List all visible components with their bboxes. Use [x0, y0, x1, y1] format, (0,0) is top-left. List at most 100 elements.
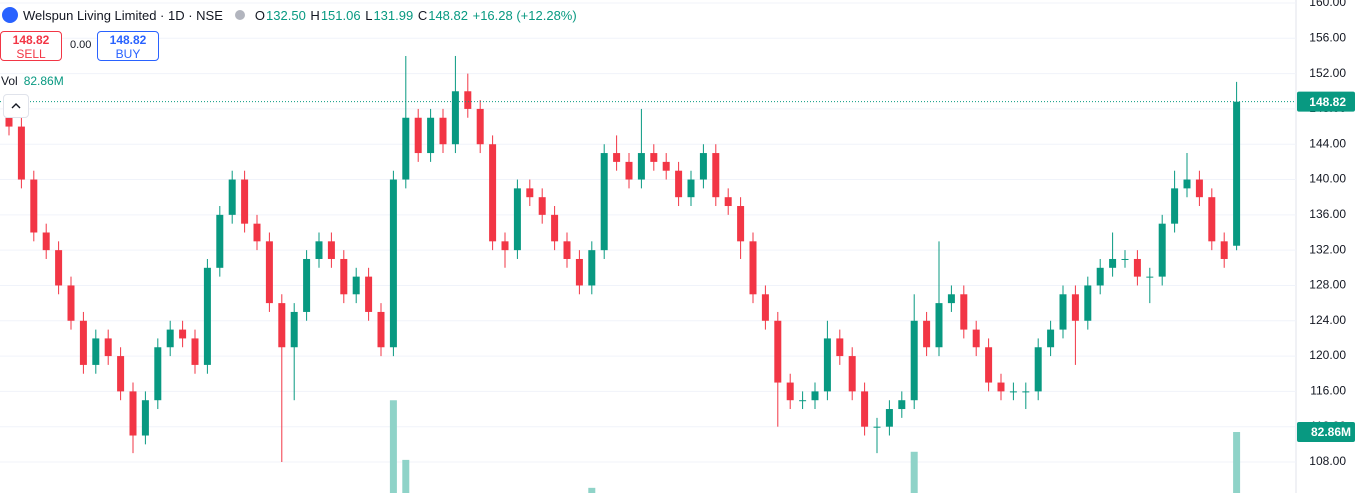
candle-body — [253, 223, 261, 242]
ohlc-label: L — [365, 7, 373, 23]
candle-body — [600, 153, 608, 251]
candle-body — [1146, 276, 1154, 278]
candle-body — [1133, 258, 1141, 277]
candle-body — [501, 241, 509, 251]
candle-body — [365, 276, 373, 312]
candle-body — [749, 241, 757, 295]
volume-value: 82.86M — [23, 74, 64, 88]
candle-body — [154, 347, 162, 401]
candle-body — [315, 241, 323, 259]
candle-body — [935, 303, 943, 348]
candle-body — [1171, 188, 1179, 224]
symbol-logo — [2, 7, 18, 23]
candle-body — [1022, 391, 1030, 393]
ohlc-value: 132.50 — [266, 7, 306, 23]
ohlc-value: 131.99 — [373, 7, 414, 23]
candle-body — [352, 276, 360, 295]
candle-body — [885, 409, 893, 427]
volume-axis-label: 82.86M — [1311, 425, 1351, 439]
candle-body — [389, 179, 397, 348]
candle-body — [191, 338, 199, 365]
candle-body — [861, 391, 869, 427]
volume-legend: Vol 82.86M — [1, 74, 64, 88]
candle-body — [526, 188, 534, 198]
sell-button[interactable]: 148.82 SELL — [0, 31, 62, 61]
candle-body — [637, 153, 645, 180]
candle-body — [1009, 391, 1017, 393]
buy-label: BUY — [115, 47, 141, 61]
candle-body — [848, 356, 856, 392]
candle-body — [290, 311, 298, 348]
candle-body — [947, 294, 955, 304]
candle-body — [104, 338, 112, 357]
volume-box — [1297, 422, 1355, 443]
y-tick-label: 160.00 — [1309, 0, 1346, 9]
candle-body — [662, 161, 670, 171]
volume-label: Vol — [1, 74, 18, 88]
y-tick-label: 132.00 — [1309, 242, 1346, 256]
candle-body — [823, 338, 831, 392]
ohlc-value: 148.82 — [428, 7, 468, 23]
candle-body — [377, 311, 385, 348]
sell-price: 148.82 — [12, 33, 50, 47]
buy-button[interactable]: 148.82 BUY — [97, 31, 159, 61]
candle-body — [439, 117, 447, 145]
candle-body — [923, 320, 931, 348]
candle-body — [67, 285, 75, 321]
candle-body — [811, 391, 819, 401]
y-tick-label: 116.00 — [1310, 384, 1346, 398]
volume-bar — [910, 451, 918, 493]
candle-body — [17, 126, 25, 180]
grid — [0, 2, 1296, 463]
candle-body — [42, 232, 50, 251]
candle-body — [228, 179, 236, 215]
ohlc-label: H — [310, 7, 320, 23]
candle-body — [898, 400, 906, 410]
candle-body — [712, 153, 720, 198]
candle-body — [402, 117, 410, 180]
candle-body — [427, 117, 435, 154]
candle-body — [836, 338, 844, 357]
y-tick-label: 136.00 — [1309, 207, 1346, 221]
candle-body — [910, 320, 918, 401]
candle-body — [724, 197, 732, 207]
ohlc-label: C — [417, 7, 428, 23]
candle-body — [737, 206, 745, 242]
y-tick-label: 124.00 — [1309, 313, 1346, 327]
candle-body — [1059, 294, 1067, 330]
market-status[interactable] — [234, 10, 245, 20]
candle-body — [551, 214, 559, 242]
last-price-label: 148.82 — [1309, 95, 1346, 109]
candle-body — [303, 258, 311, 312]
candle-body — [687, 179, 695, 198]
chevron-icon — [11, 103, 21, 109]
candle-body — [265, 241, 273, 304]
candle-body — [699, 153, 707, 180]
y-tick-label: 152.00 — [1309, 66, 1346, 80]
candle-body — [588, 250, 596, 286]
candle-body — [761, 294, 769, 321]
candle-body — [1121, 258, 1129, 260]
candle-body — [1233, 101, 1241, 246]
candle-body — [675, 170, 683, 198]
candle-body — [414, 117, 422, 154]
collapse-button[interactable] — [3, 94, 29, 118]
candle-body — [179, 329, 187, 339]
symbol-title[interactable]: Welspun Living Limited · 1D · NSE — [23, 7, 223, 23]
candle-body — [340, 258, 348, 295]
candle-body — [5, 117, 13, 127]
candle-body — [327, 241, 335, 259]
ohlc-label: O — [254, 7, 266, 23]
candle-body — [1084, 285, 1092, 321]
candle-body — [774, 320, 782, 383]
candle-body — [241, 179, 249, 224]
candle-body — [1096, 267, 1104, 286]
y-tick-label: 120.00 — [1309, 348, 1346, 362]
candle-body — [563, 241, 571, 259]
candle-body — [650, 153, 658, 162]
candle-body — [1109, 258, 1117, 268]
candle-body — [1071, 294, 1079, 321]
volume-bar — [588, 487, 596, 493]
candle-body — [489, 144, 497, 242]
